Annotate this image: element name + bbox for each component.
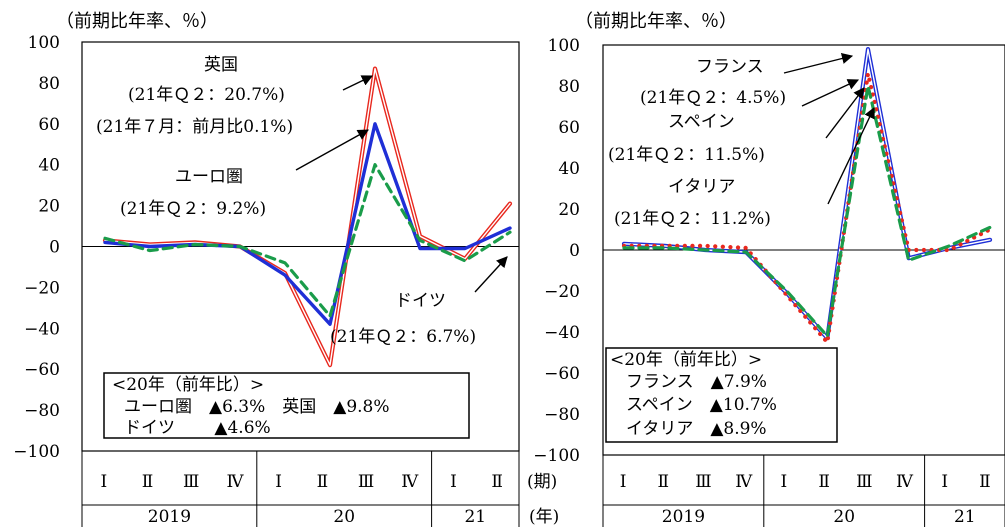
x-tick-quarter: Ⅱ [818,472,830,492]
x-tick-quarter: Ⅱ [658,472,670,492]
x-tick-quarter: Ⅱ [142,472,154,492]
annotation-fr-note: (21年Ｑ２：4.5%) [640,88,786,108]
legend-box-title: <20年（前年比）> [610,350,762,370]
x-tick-year: 2019 [148,507,191,527]
y-tick-label: 0 [49,238,60,258]
y-tick-label: 60 [558,118,580,138]
legend-box-line: スペイン ▲10.7% [626,395,777,415]
annotation-es-note: (21年Ｑ２：11.5%) [608,145,765,165]
y-tick-label: 80 [558,77,580,97]
y-tick-label: −100 [13,442,60,462]
series-group [621,46,993,345]
y-tick-label: 100 [548,36,580,56]
x-tick-quarter: Ⅱ [491,472,503,492]
y-tick-label: −80 [24,401,60,421]
x-tick-quarter: Ⅲ [856,472,872,492]
series-line [103,163,512,318]
y-tick-label: −40 [544,323,580,343]
annotation-ea-note: (21年Ｑ２：9.2%) [120,199,266,219]
y-tick-label: 40 [38,156,60,176]
x-tick-quarter: Ⅱ [979,472,991,492]
y-tick-label: 0 [569,241,580,261]
annotation-de-note: (21年Ｑ２：6.7%) [330,327,476,347]
y-tick-label: 100 [28,33,60,53]
y-tick-label: −60 [544,364,580,384]
x-tick-quarter: Ⅳ [226,472,244,492]
y-tick-label: 80 [38,74,60,94]
y-tick-label: 60 [38,115,60,135]
legend-box-line: フランス ▲7.9% [626,372,767,392]
annotation-es-arrow [801,79,860,107]
legend-box-title: <20年（前年比）> [112,375,264,395]
legend-box-line: ドイツ ▲4.6% [124,418,271,438]
annotation-es-arrow2 [825,87,865,139]
x-tick-year: 21 [954,507,976,527]
annotation-uk-arrow [342,75,374,91]
legend-box [605,347,838,443]
legend-box-line: イタリア ▲8.9% [626,419,767,439]
y-tick-label: 20 [38,197,60,217]
annotation-uk-extra: (21年７月：前月比0.1%) [96,117,293,137]
x-tick-quarter: Ⅲ [695,472,711,492]
y-tick-label: −60 [24,360,60,380]
annotation-de-arrow [474,256,508,293]
x-tick-quarter: Ⅲ [183,472,199,492]
x-tick-quarter: Ⅳ [896,472,914,492]
annotation-uk-note: (21年Ｑ２：20.7%) [128,85,285,105]
y-tick-label: −100 [533,446,580,466]
annotation-ea-label: ユーロ圏 [175,167,243,187]
x-axis-table: Ⅰ Ⅱ Ⅲ Ⅳ Ⅰ Ⅱ Ⅲ Ⅳ Ⅰ Ⅱ 2019 20 21 [602,455,1005,527]
annotation-it-note: (21年Ｑ２：11.2%) [614,209,771,229]
unit-label: （前期比年率、％） [56,11,218,32]
x-tick-quarter: Ⅰ [450,472,457,492]
annotation-fr-arrow [783,53,854,74]
annotation-es-label: スペイン [668,112,735,132]
y-tick-label: −80 [544,405,580,425]
x-tick-quarter: Ⅰ [275,472,282,492]
y-tick-label: 40 [558,159,580,179]
unit-label: （前期比年率、％） [575,11,737,32]
annotation-ea-arrow [295,129,369,171]
y-axis-ticks: 100 80 60 40 20 0 −20 −40 −60 −80 −100 [13,33,60,462]
x-tick-year: 20 [333,507,355,527]
y-tick-label: −20 [24,278,60,298]
x-tick-quarter: Ⅳ [401,472,419,492]
annotation-de-label: ドイツ [395,291,446,311]
y-tick-label: −20 [544,282,580,302]
series-line [622,84,992,338]
x-axis-table: Ⅰ Ⅱ Ⅲ Ⅳ Ⅰ Ⅱ Ⅲ Ⅳ Ⅰ Ⅱ 2019 20 21 [81,451,520,527]
chart-left: （前期比年率、％） 100 80 60 40 20 0 −20 −40 −60 −80 −100 英… [13,11,559,527]
x-tick-quarter: Ⅰ [781,472,788,492]
annotation-uk-label: 英国 [204,55,238,75]
x-tick-quarter: Ⅱ [317,472,329,492]
x-tick-year: 20 [833,507,855,527]
y-tick-label: 20 [558,200,580,220]
x-tick-quarter: Ⅳ [735,472,753,492]
y-tick-label: −40 [24,319,60,339]
x-tick-year: 2019 [662,507,705,527]
x-tick-quarter: Ⅰ [620,472,627,492]
annotation-it-label: イタリア [668,177,735,197]
x-tick-quarter: Ⅰ [941,472,948,492]
x-tick-quarter: Ⅰ [100,472,107,492]
annotation-it-arrow [827,106,875,205]
x-unit-quarter: (期) [527,472,557,492]
chart-right: （前期比年率、％） 100 80 60 40 20 0 −20 −40 −60 −80 −100 フ… [533,11,1005,527]
annotation-fr-label: フランス [696,57,764,77]
series-group [102,66,513,368]
x-tick-year: 21 [464,507,486,527]
series-line [103,122,512,326]
x-tick-quarter: Ⅲ [358,472,374,492]
x-unit-year: (年) [529,507,559,527]
legend-box [103,372,470,439]
series-line [621,71,993,345]
legend-box-line: ユーロ圏 ▲6.3% 英国 ▲9.8% [124,397,390,417]
y-axis-ticks: 100 80 60 40 20 0 −20 −40 −60 −80 −100 [533,36,580,466]
